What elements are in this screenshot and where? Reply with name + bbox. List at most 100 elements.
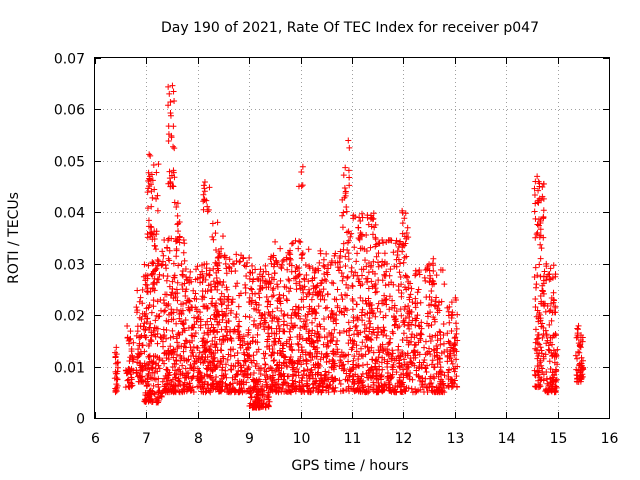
data-point [361, 246, 368, 253]
data-point [141, 348, 148, 355]
data-point [210, 324, 217, 331]
data-point [320, 354, 327, 361]
data-point [202, 347, 209, 354]
data-point [306, 265, 313, 272]
data-point [171, 97, 178, 104]
data-point [382, 312, 389, 319]
data-point [170, 260, 177, 267]
data-point [350, 357, 357, 364]
data-point [383, 260, 390, 267]
data-point [380, 386, 387, 393]
data-point [201, 344, 208, 351]
data-point [187, 361, 194, 368]
data-point [532, 200, 539, 207]
data-point [237, 258, 244, 265]
data-point [286, 277, 293, 284]
data-point [254, 331, 261, 338]
data-point [204, 203, 211, 210]
data-point [328, 279, 335, 286]
data-point [354, 316, 361, 323]
data-point [163, 366, 170, 373]
data-point [180, 249, 187, 256]
data-point [551, 359, 558, 366]
data-point [194, 315, 201, 322]
data-point [342, 291, 349, 298]
data-point [134, 287, 141, 294]
data-point [366, 314, 373, 321]
data-point [448, 328, 455, 335]
data-point [537, 218, 544, 225]
data-point [262, 262, 269, 269]
data-point [182, 293, 189, 300]
data-point [454, 363, 461, 370]
data-point [453, 373, 460, 380]
data-point [277, 277, 284, 284]
data-point [579, 357, 586, 364]
data-point [305, 286, 312, 293]
data-point [127, 371, 134, 378]
data-point [405, 385, 412, 392]
data-point [369, 231, 376, 238]
data-point [277, 372, 284, 379]
data-point [150, 279, 157, 286]
data-point [344, 229, 351, 236]
data-point [142, 389, 149, 396]
data-point [306, 375, 313, 382]
data-point [210, 265, 217, 272]
data-point [294, 340, 301, 347]
data-point [174, 297, 181, 304]
data-point [399, 220, 406, 227]
data-point [428, 322, 435, 329]
data-point [438, 381, 445, 388]
data-point [294, 360, 301, 367]
data-point [281, 353, 288, 360]
data-point [412, 272, 419, 279]
data-point [426, 267, 433, 274]
data-point [577, 372, 584, 379]
data-point [409, 299, 416, 306]
data-point [252, 299, 259, 306]
data-point [144, 372, 151, 379]
data-point [348, 230, 355, 237]
data-point [438, 350, 445, 357]
data-point [231, 328, 238, 335]
data-point [312, 309, 319, 316]
data-point [350, 314, 357, 321]
data-point [241, 262, 248, 269]
data-point [262, 319, 269, 326]
data-point [215, 267, 222, 274]
data-point [426, 348, 433, 355]
data-point [300, 357, 307, 364]
data-point [178, 311, 185, 318]
data-point [324, 291, 331, 298]
data-point [301, 367, 308, 374]
data-point [222, 361, 229, 368]
data-point [332, 259, 339, 266]
data-point [291, 360, 298, 367]
data-point [453, 296, 460, 303]
data-point [250, 352, 257, 359]
data-point [165, 300, 172, 307]
data-point [359, 339, 366, 346]
data-point [189, 324, 196, 331]
data-point [193, 318, 200, 325]
data-point [328, 337, 335, 344]
data-point [259, 383, 266, 390]
data-point [534, 221, 541, 228]
data-point [137, 334, 144, 341]
plot-frame [94, 57, 610, 419]
data-point [319, 383, 326, 390]
data-point [269, 308, 276, 315]
data-point [144, 285, 151, 292]
data-point [550, 289, 557, 296]
data-point [406, 296, 413, 303]
data-point [320, 262, 327, 269]
data-point [346, 332, 353, 339]
data-point [147, 181, 154, 188]
data-point [168, 310, 175, 317]
data-point [532, 234, 539, 241]
data-point [241, 373, 248, 380]
data-point [163, 326, 170, 333]
data-point [543, 331, 550, 338]
data-point [353, 348, 360, 355]
